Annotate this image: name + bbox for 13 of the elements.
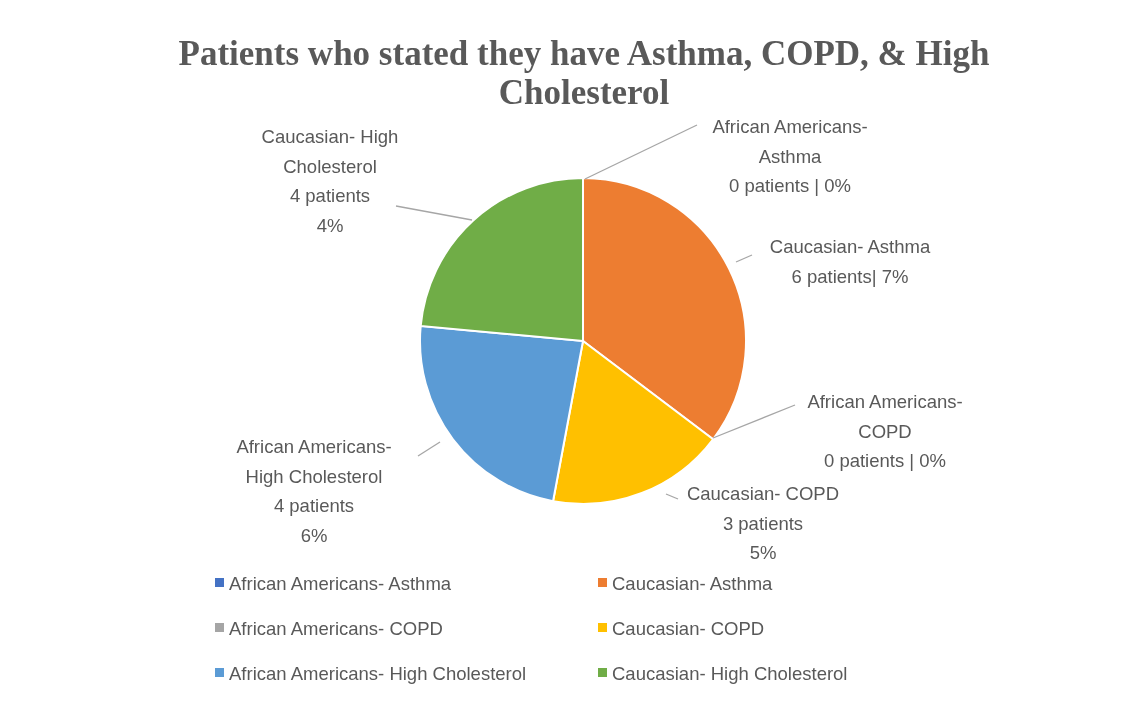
legend-label: Caucasian- COPD bbox=[612, 617, 765, 639]
data-label: Caucasian- Asthma 6 patients| 7% bbox=[769, 236, 931, 287]
legend-label: Caucasian- Asthma bbox=[612, 572, 774, 594]
legend-label: African Americans- COPD bbox=[229, 617, 443, 639]
data-label: Caucasian- COPD 3 patients 5% bbox=[686, 483, 840, 563]
legend-label: African Americans- Asthma bbox=[229, 572, 452, 594]
data-label: Caucasian- High Cholesterol 4 patients 4% bbox=[261, 126, 399, 236]
legend-label: Caucasian- High Cholesterol bbox=[612, 662, 848, 684]
data-label: African Americans- High Cholesterol 4 patients 6% bbox=[236, 436, 392, 546]
text: African Americans- Asthma 0 patients | 0% bbox=[712, 116, 868, 196]
chart-title: Patients who stated they have Asthma, COPD, & High Cholesterol bbox=[178, 34, 990, 112]
legend-label: African Americans- High Cholesterol bbox=[229, 662, 527, 684]
text: African Americans- COPD 0 patients | 0% bbox=[807, 391, 963, 471]
